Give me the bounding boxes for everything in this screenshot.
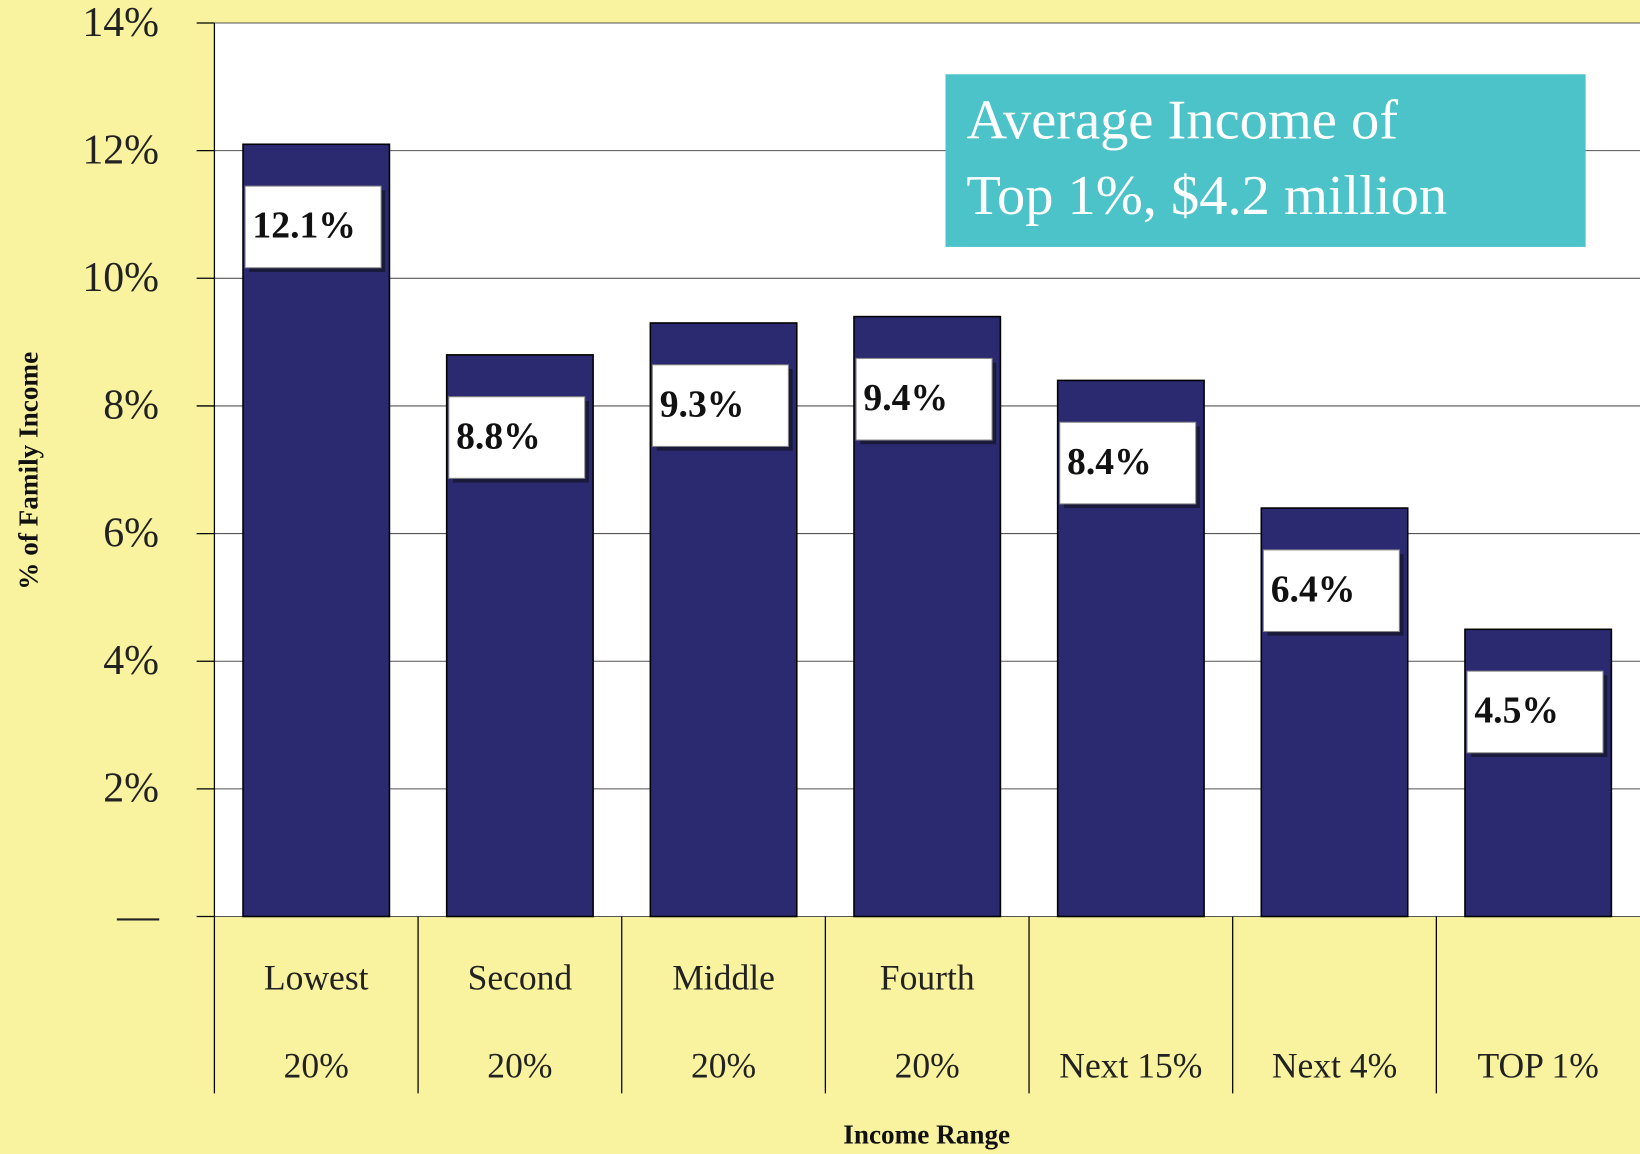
value-label-box bbox=[855, 357, 993, 441]
y-tick-label: 8% bbox=[103, 383, 159, 429]
value-label-box bbox=[651, 364, 789, 447]
value-label: 4.5% bbox=[1474, 690, 1559, 732]
x-tick-label: TOP 1% bbox=[1477, 1045, 1598, 1085]
value-label-box bbox=[448, 396, 586, 479]
x-tick-label: Lowest bbox=[264, 958, 369, 998]
annotation-box bbox=[945, 74, 1586, 247]
y-tick-label: — bbox=[116, 893, 160, 939]
value-label: 6.4% bbox=[1271, 568, 1356, 610]
x-tick-label: 20% bbox=[691, 1045, 756, 1085]
y-axis-label: % of Family Income bbox=[14, 352, 44, 590]
x-tick-label: 20% bbox=[895, 1045, 960, 1085]
value-label: 12.1% bbox=[252, 205, 355, 247]
x-tick-label: Next 15% bbox=[1059, 1045, 1202, 1085]
y-tick-label: 4% bbox=[103, 638, 159, 684]
y-tick-label: 12% bbox=[82, 127, 159, 173]
x-axis-label: Income Range bbox=[843, 1119, 1010, 1149]
y-tick-label: 14% bbox=[82, 0, 159, 46]
value-label: 9.4% bbox=[863, 377, 948, 419]
annotation-text: Top 1%, $4.2 million bbox=[966, 165, 1447, 227]
annotation-text: Average Income of bbox=[966, 90, 1398, 152]
value-label: 8.8% bbox=[456, 415, 541, 457]
value-label: 8.4% bbox=[1067, 441, 1152, 483]
x-tick-label: 20% bbox=[284, 1045, 349, 1085]
value-label-box bbox=[244, 185, 382, 269]
y-tick-label: 6% bbox=[103, 510, 159, 556]
x-tick-label: Next 4% bbox=[1272, 1045, 1397, 1085]
value-label-box bbox=[1466, 670, 1604, 754]
x-tick-label: Second bbox=[468, 958, 573, 998]
value-label: 9.3% bbox=[660, 383, 745, 425]
x-tick-label: 20% bbox=[487, 1045, 552, 1085]
bar bbox=[242, 143, 391, 918]
value-label-box bbox=[1059, 421, 1197, 505]
x-tick-label: Middle bbox=[672, 958, 775, 998]
y-tick-label: 2% bbox=[103, 766, 159, 812]
value-label-box bbox=[1262, 549, 1400, 633]
x-tick-label: Fourth bbox=[880, 958, 975, 998]
y-tick-label: 10% bbox=[82, 255, 159, 301]
